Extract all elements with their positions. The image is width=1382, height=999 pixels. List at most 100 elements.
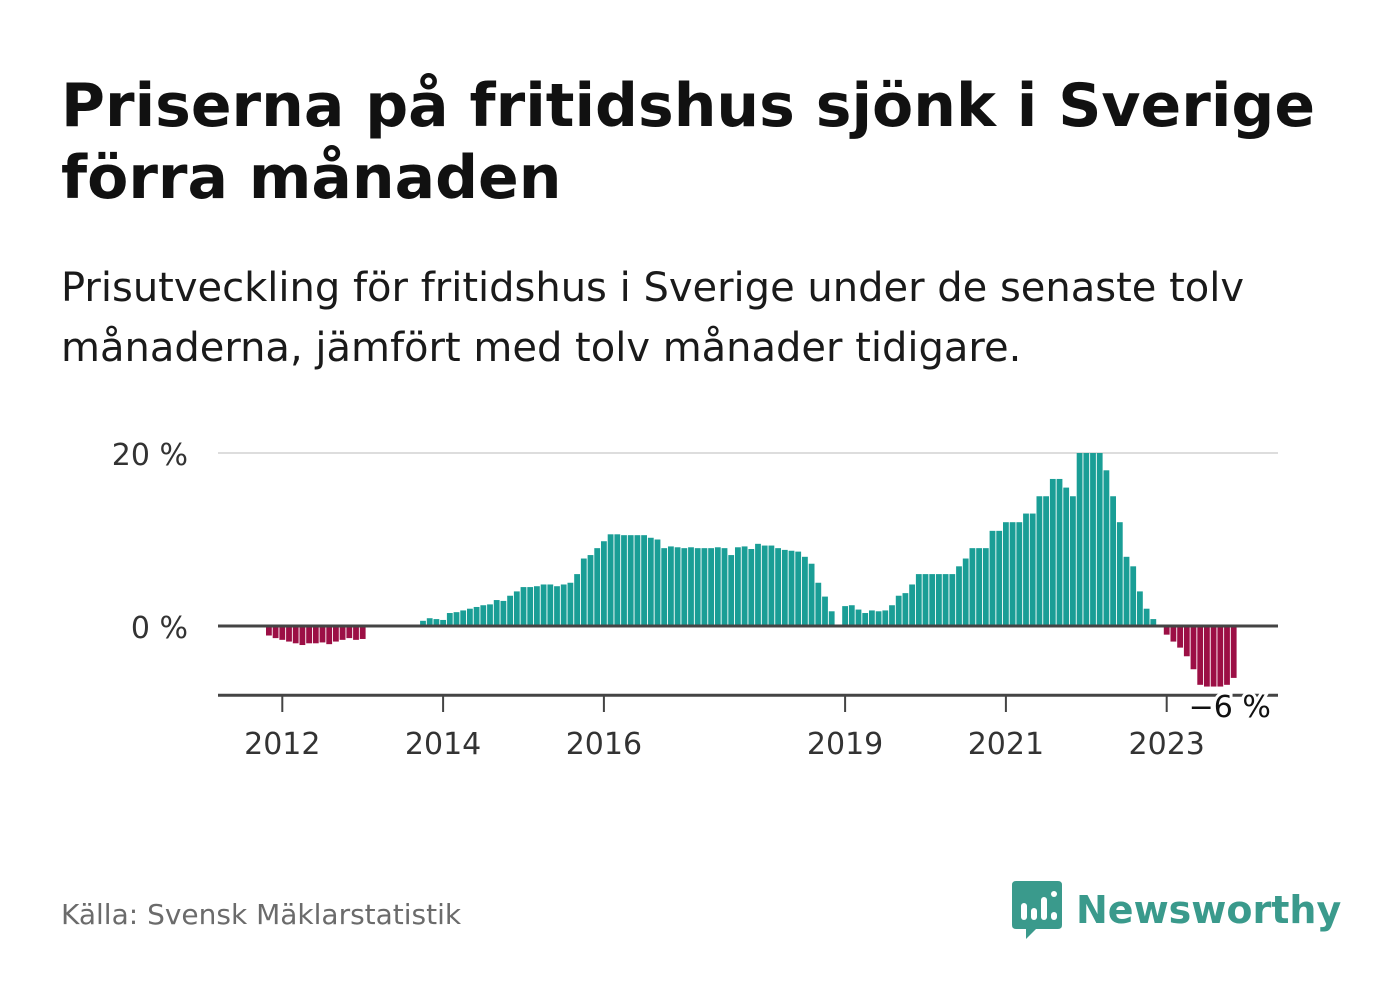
bar: [822, 596, 828, 626]
bar: [567, 582, 574, 626]
bar: [862, 613, 869, 626]
bar: [560, 584, 567, 626]
bar: [607, 534, 614, 626]
bar: [1103, 470, 1110, 626]
bar: [500, 600, 507, 626]
bar: [1076, 453, 1083, 626]
bar: [1070, 496, 1076, 626]
bar: [996, 530, 1003, 626]
bar: [788, 550, 795, 626]
bar: [1023, 513, 1029, 626]
bar: [359, 626, 366, 639]
bar: [848, 605, 855, 626]
bar: [902, 593, 909, 626]
bar: [909, 584, 915, 626]
axis-layer: [218, 624, 1278, 712]
bar: [460, 610, 467, 626]
bar: [446, 613, 453, 626]
bar: [1123, 556, 1130, 626]
bar: [272, 626, 279, 639]
bar: [614, 534, 621, 626]
bar: [895, 595, 902, 626]
bar: [728, 555, 735, 626]
bar: [266, 626, 272, 636]
bar: [781, 549, 788, 626]
bar: [1177, 626, 1183, 648]
bar: [1063, 487, 1070, 626]
bar: [547, 584, 554, 626]
bar: [473, 606, 480, 626]
bar: [969, 548, 976, 626]
bar: [1150, 619, 1157, 626]
y-tick-label: 0 %: [131, 611, 188, 646]
bar: [627, 535, 634, 626]
bar: [1130, 566, 1137, 626]
bar: [574, 574, 580, 626]
bar: [982, 548, 989, 626]
bar: [1224, 626, 1230, 685]
bar: [721, 548, 728, 626]
bar: [433, 619, 440, 626]
bar: [962, 558, 969, 626]
bar: [540, 584, 547, 626]
bar: [326, 626, 333, 645]
chart-subtitle: Prisutveckling för fritidshus i Sverige …: [61, 265, 1245, 371]
bar: [1190, 626, 1197, 670]
bar: [1217, 626, 1224, 687]
bar: [420, 620, 426, 626]
bar: [299, 626, 306, 646]
bar: [1210, 626, 1217, 687]
brand-name: Newsworthy: [1076, 888, 1342, 932]
bar: [694, 548, 701, 626]
bar: [1183, 626, 1190, 657]
bar: [681, 548, 688, 626]
bar: [1009, 522, 1016, 626]
bar: [815, 582, 822, 626]
bar: [487, 604, 493, 627]
bar: [748, 549, 755, 626]
bar: [621, 535, 627, 626]
bar: [1029, 513, 1036, 626]
bar: [1116, 522, 1123, 626]
bar: [889, 605, 895, 626]
last-value-label: −6 %: [1189, 690, 1271, 725]
bar: [828, 611, 835, 626]
bar: [520, 587, 527, 626]
bar: [1003, 522, 1009, 626]
bar: [1110, 496, 1116, 626]
bar: [1137, 591, 1143, 626]
bar: [292, 626, 299, 644]
bar: [333, 626, 339, 642]
bar: [440, 619, 446, 626]
bar: [353, 626, 359, 640]
bar: [1083, 453, 1090, 626]
bar: [306, 626, 312, 644]
bar: [808, 563, 815, 626]
bar: [279, 626, 286, 640]
bar: [755, 543, 761, 626]
bar: [527, 587, 534, 626]
bar: [453, 612, 460, 626]
bar: [647, 537, 654, 626]
bar: [915, 574, 922, 626]
bar: [1016, 522, 1023, 626]
bar: [594, 548, 601, 626]
bar: [346, 626, 353, 639]
bars-layer: [266, 453, 1237, 687]
bar: [929, 574, 936, 626]
bar: [339, 626, 346, 640]
brand-logo[interactable]: Newsworthy: [1012, 880, 1341, 940]
bar: [741, 546, 748, 626]
bar: [1096, 453, 1103, 626]
bar: [426, 618, 433, 626]
bar: [714, 547, 721, 626]
bar: [869, 610, 875, 626]
bar: [989, 530, 996, 626]
bar: [467, 608, 473, 626]
bar: [768, 545, 775, 626]
x-tick-label: 2016: [566, 727, 642, 762]
newsworthy-logo-icon: [1012, 881, 1062, 939]
bar: [507, 595, 513, 626]
bar: [1163, 626, 1170, 635]
